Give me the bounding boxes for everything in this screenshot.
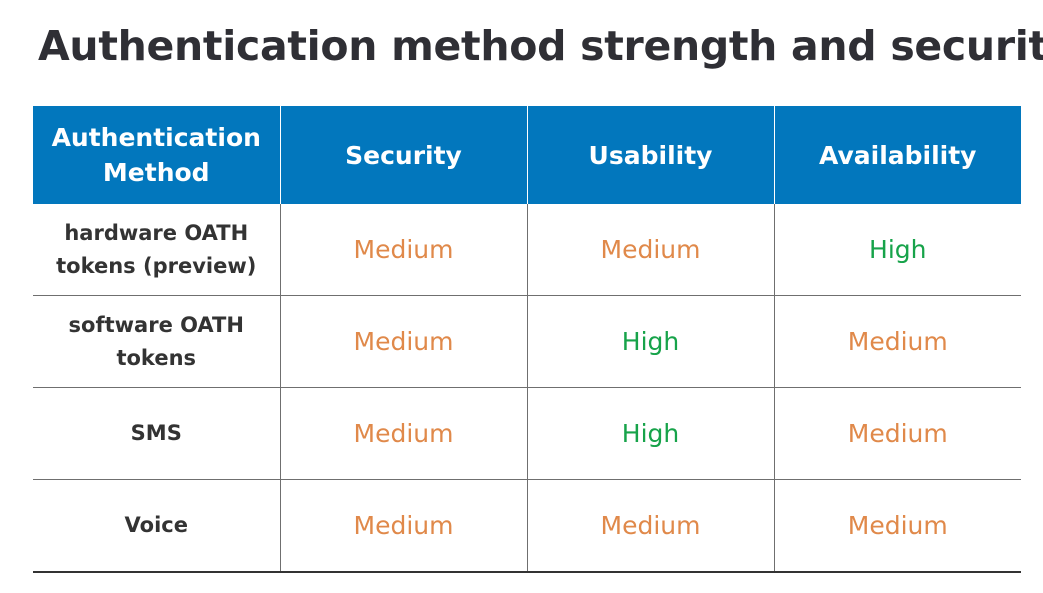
availability-rating: High [869, 235, 927, 264]
availability-cell: Medium [773, 295, 1021, 388]
comparison-table: Authentication Method Security Usability… [33, 106, 1021, 573]
security-rating: Medium [353, 327, 454, 356]
availability-cell: Medium [773, 479, 1021, 573]
availability-cell: High [773, 204, 1021, 296]
table-row: hardware OATH tokens (preview) Medium Me… [33, 204, 1021, 296]
usability-rating: Medium [600, 511, 701, 540]
security-rating: Medium [353, 235, 454, 264]
security-rating: Medium [353, 511, 454, 540]
availability-rating: Medium [847, 511, 948, 540]
usability-rating: High [621, 327, 680, 356]
table-header: Authentication Method Security Usability… [33, 106, 1021, 204]
method-cell: hardware OATH tokens (preview) [33, 204, 280, 296]
usability-cell: Medium [526, 479, 774, 573]
security-cell: Medium [279, 387, 527, 480]
header-method: Authentication Method [33, 106, 280, 204]
availability-rating: Medium [847, 327, 948, 356]
security-rating: Medium [353, 419, 454, 448]
method-label: software OATH tokens [68, 312, 244, 370]
method-label: SMS [130, 421, 182, 446]
security-cell: Medium [279, 295, 527, 388]
header-security: Security [279, 106, 527, 204]
method-cell: Voice [33, 479, 280, 573]
table-row: Voice Medium Medium Medium [33, 479, 1021, 573]
method-label: hardware OATH tokens (preview) [56, 220, 257, 278]
page-title: Authentication method strength and secur… [38, 22, 1043, 70]
table-row: software OATH tokens Medium High Medium [33, 295, 1021, 388]
availability-cell: Medium [773, 387, 1021, 480]
security-cell: Medium [279, 204, 527, 296]
method-label: Voice [124, 513, 188, 538]
header-availability: Availability [773, 106, 1021, 204]
header-row: Authentication Method Security Usability… [33, 106, 1021, 204]
usability-rating: Medium [600, 235, 701, 264]
usability-cell: High [526, 387, 774, 480]
security-cell: Medium [279, 479, 527, 573]
method-cell: software OATH tokens [33, 295, 280, 388]
table-body: hardware OATH tokens (preview) Medium Me… [33, 204, 1021, 573]
usability-cell: Medium [526, 204, 774, 296]
usability-cell: High [526, 295, 774, 388]
table-row: SMS Medium High Medium [33, 387, 1021, 480]
method-cell: SMS [33, 387, 280, 480]
header-usability: Usability [526, 106, 774, 204]
availability-rating: Medium [847, 419, 948, 448]
usability-rating: High [621, 419, 680, 448]
